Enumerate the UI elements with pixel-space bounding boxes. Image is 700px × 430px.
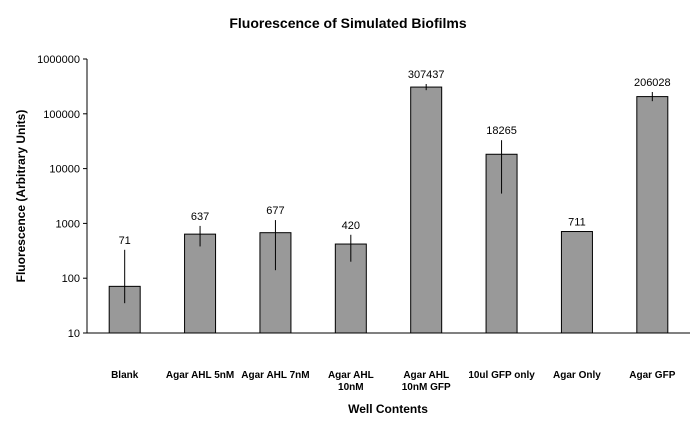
data-label: 307437 bbox=[408, 69, 445, 81]
y-tick-label: 100000 bbox=[43, 109, 80, 121]
y-tick-label: 100 bbox=[62, 273, 80, 285]
x-tick-label: 10ul GFP only bbox=[468, 370, 535, 381]
x-tick-label: Agar AHL bbox=[328, 370, 374, 381]
plot-area: 10 100 1000 10000 100000 1000000 71 Blank 637 Aga… bbox=[37, 54, 690, 393]
y-tick-label: 1000000 bbox=[37, 54, 80, 66]
x-tick-label: Agar Only bbox=[553, 370, 601, 381]
y-tick-label: 10000 bbox=[49, 164, 80, 176]
chart-title: Fluorescence of Simulated Biofilms bbox=[229, 15, 466, 31]
x-tick-label: Agar AHL 7nM bbox=[241, 370, 309, 381]
data-label: 71 bbox=[119, 235, 131, 247]
y-tick-label: 10 bbox=[68, 328, 80, 340]
data-label: 420 bbox=[342, 220, 360, 232]
bar bbox=[410, 86, 443, 334]
x-tick-label: Blank bbox=[111, 370, 139, 381]
data-label: 677 bbox=[266, 205, 284, 217]
data-label: 206028 bbox=[634, 77, 671, 89]
x-tick-label: Agar AHL 5nM bbox=[166, 370, 234, 381]
y-axis-title: Fluorescence (Arbitrary Units) bbox=[14, 110, 28, 283]
bar bbox=[184, 233, 217, 334]
data-label: 18265 bbox=[486, 125, 517, 137]
y-tick-label: 1000 bbox=[56, 218, 80, 230]
data-label: 711 bbox=[568, 217, 586, 229]
x-tick-label: Agar AHL bbox=[403, 370, 449, 381]
x-tick-label: Agar GFP bbox=[629, 370, 675, 381]
data-label: 637 bbox=[191, 211, 209, 223]
x-axis-title: Well Contents bbox=[348, 402, 428, 416]
x-tick-label: 10nM bbox=[338, 382, 364, 393]
bar bbox=[636, 96, 669, 334]
bar bbox=[560, 231, 593, 334]
x-tick-label: 10nM GFP bbox=[402, 382, 451, 393]
